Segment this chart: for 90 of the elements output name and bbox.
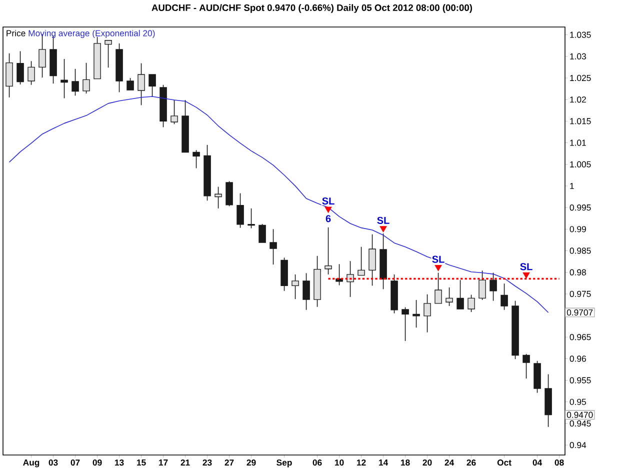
candlestick bbox=[434, 272, 442, 304]
candlestick bbox=[28, 60, 35, 86]
x-tick-label: 09 bbox=[92, 459, 102, 466]
candlestick bbox=[6, 52, 13, 98]
x-tick-label: 13 bbox=[115, 459, 124, 466]
y-tick-label: 1.03 bbox=[570, 53, 586, 60]
annotation: 0.9470 bbox=[566, 412, 593, 418]
candlestick bbox=[214, 186, 222, 209]
point bbox=[324, 206, 332, 213]
y-tick-label: 0.965 bbox=[570, 334, 591, 340]
x-tick-label: Oct bbox=[497, 459, 512, 466]
data-label: SL bbox=[322, 197, 334, 205]
y-tick-label: 0.945 bbox=[570, 420, 591, 427]
candlestick bbox=[490, 272, 497, 302]
candlestick bbox=[368, 234, 376, 286]
candlestick bbox=[468, 294, 475, 312]
candlestick bbox=[292, 274, 299, 300]
candlestick bbox=[16, 50, 24, 85]
x-tick-label: 17 bbox=[159, 459, 168, 466]
candlestick bbox=[302, 272, 310, 310]
candlestick bbox=[126, 78, 134, 90]
candlestick bbox=[478, 270, 486, 300]
candlestick bbox=[456, 280, 464, 310]
candlestick bbox=[192, 150, 200, 169]
x-tick-label: 08 bbox=[554, 459, 564, 466]
candlestick bbox=[258, 224, 266, 243]
candlestick bbox=[226, 180, 233, 207]
x-tick-label: 20 bbox=[422, 459, 432, 466]
candlestick bbox=[412, 300, 420, 328]
candlestick bbox=[358, 246, 365, 276]
candlestick bbox=[424, 294, 431, 333]
y-tick-label: 1 bbox=[570, 182, 574, 189]
candlestick bbox=[236, 192, 244, 228]
candlestick bbox=[346, 260, 354, 298]
point bbox=[380, 226, 387, 232]
y-tick-label: 1.035 bbox=[570, 32, 591, 38]
x-tick-label: 21 bbox=[180, 459, 190, 466]
y-tick-label: 0.98 bbox=[570, 269, 586, 276]
x-tick-label: 24 bbox=[444, 459, 454, 466]
y-tick-label: 1.01 bbox=[570, 140, 586, 146]
y-tick-label: 1.005 bbox=[570, 161, 591, 168]
y-tick-label: 1.015 bbox=[570, 118, 591, 124]
y-tick-label: 0.99 bbox=[570, 226, 586, 232]
y-tick-label: 0.955 bbox=[570, 377, 591, 384]
annotation: 6 bbox=[326, 215, 331, 222]
x-tick-label: 27 bbox=[224, 459, 234, 466]
candlestick bbox=[170, 100, 178, 125]
candlestick bbox=[104, 40, 112, 68]
x-tick-label: 06 bbox=[312, 459, 322, 466]
y-tick-label: 1.02 bbox=[570, 96, 586, 103]
candlestick bbox=[446, 287, 453, 306]
candlestick bbox=[522, 354, 530, 379]
y-tick-label: 1.025 bbox=[570, 74, 591, 82]
y-tick-label: 0.975 bbox=[570, 290, 591, 297]
y-tick-label: 0.995 bbox=[570, 204, 591, 211]
x-tick-label: 23 bbox=[202, 459, 212, 466]
y-tick-label: 0.95 bbox=[570, 398, 586, 405]
annotation: 0.9707 bbox=[566, 309, 593, 316]
x-tick-label: Sep bbox=[276, 459, 292, 468]
x-tick-label: Aug bbox=[23, 459, 40, 468]
x-tick-label: 10 bbox=[335, 459, 344, 466]
candlestick bbox=[148, 74, 156, 98]
candlestick bbox=[500, 283, 508, 310]
text: Moving average (Exponential 20) bbox=[28, 30, 155, 38]
candlestick bbox=[402, 306, 409, 342]
x-tick-label: 03 bbox=[48, 459, 58, 466]
x-tick-label: 07 bbox=[70, 459, 80, 466]
y-tick-label: 0.985 bbox=[570, 248, 591, 254]
x-tick-label: 12 bbox=[357, 459, 366, 466]
candlestick bbox=[324, 226, 332, 275]
candlestick bbox=[270, 228, 277, 265]
x-tick-label: 26 bbox=[466, 459, 476, 466]
candlestick bbox=[72, 68, 79, 96]
data-label: SL bbox=[520, 263, 532, 270]
x-tick-label: 29 bbox=[246, 459, 256, 466]
text: Price bbox=[6, 30, 26, 36]
chart-title: AUDCHF - AUD/CHF Spot 0.9470 (-0.66%) Daily 05 Oct 2012 08:00 (00:00) bbox=[152, 4, 472, 13]
x-tick-label: 04 bbox=[532, 459, 542, 466]
y-tick-label: 0.96 bbox=[570, 356, 586, 362]
candlestick bbox=[60, 58, 68, 99]
point bbox=[434, 264, 442, 272]
y-tick-label: 0.94 bbox=[570, 442, 586, 448]
x-tick-label: 14 bbox=[379, 459, 388, 466]
x-tick-label: 15 bbox=[137, 459, 146, 466]
x-tick-label: 18 bbox=[401, 459, 410, 466]
candlestick bbox=[248, 208, 255, 229]
candlestick bbox=[138, 62, 145, 106]
candlestick bbox=[82, 62, 90, 94]
point bbox=[522, 272, 530, 278]
data-label: SL bbox=[377, 216, 390, 224]
